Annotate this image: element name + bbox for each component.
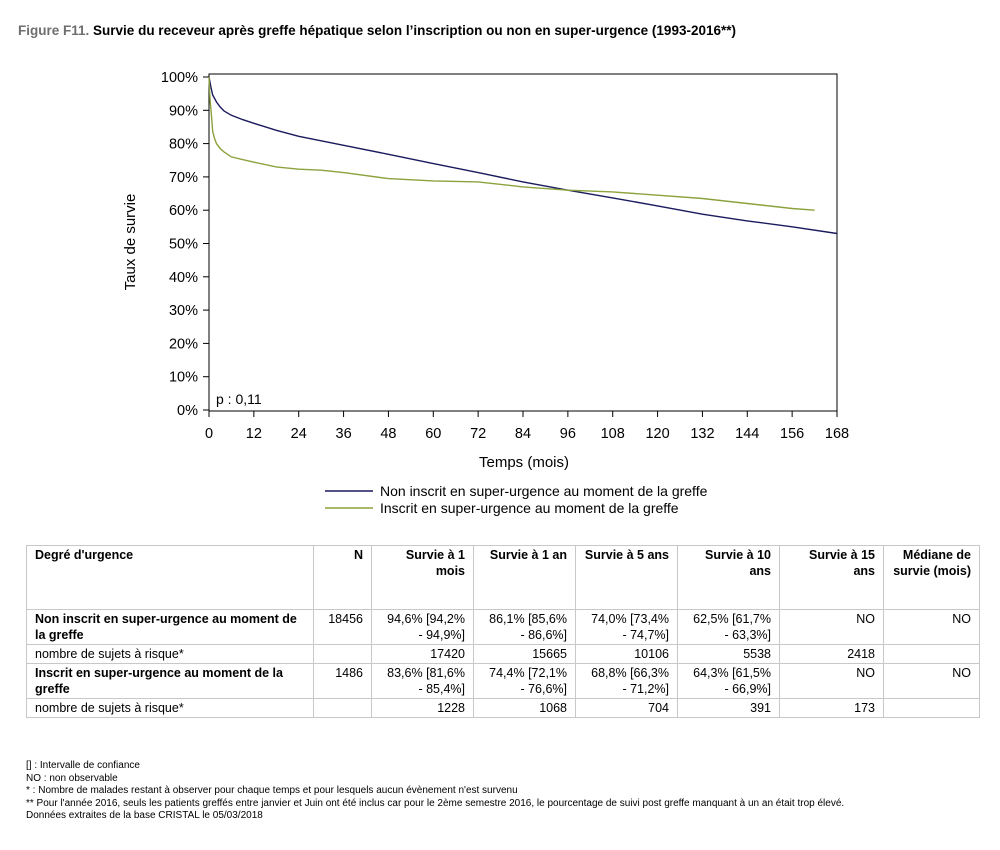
plot-frame (208, 73, 838, 412)
cell-n: 18456 (313, 609, 372, 645)
header-10-ans: Survie à 10 ans (677, 545, 780, 610)
table-header-row: Degré d'urgence N Survie à 1 mois Survie… (26, 545, 980, 610)
table-row: Non inscrit en super-urgence au moment d… (26, 609, 980, 645)
cell-n (313, 698, 372, 718)
cell-1-an: 15665 (473, 644, 576, 664)
cell-n (313, 644, 372, 664)
table-row: Inscrit en super-urgence au moment de la… (26, 663, 980, 699)
header-1-an: Survie à 1 an (473, 545, 576, 610)
y-tick-label: 60% (169, 203, 198, 219)
y-tick-label: 30% (169, 303, 198, 319)
y-tick-label: 0% (177, 403, 198, 419)
x-axis-label: Temps (mois) (479, 454, 569, 471)
x-tick-label: 132 (690, 426, 714, 442)
cell-10-ans: 5538 (677, 644, 780, 664)
cell-10-ans: 64,3% [61,5% - 66,9%] (677, 663, 780, 699)
legend-label: Inscrit en super-urgence au moment de la… (380, 500, 679, 516)
cell-mediane (883, 698, 980, 718)
cell-5-ans: 10106 (575, 644, 678, 664)
header-degre: Degré d'urgence (26, 545, 314, 610)
footnote: [] : Intervalle de confiance (26, 760, 140, 771)
cell-15-ans: NO (779, 663, 884, 699)
x-tick-label: 24 (291, 426, 307, 442)
y-tick-label: 70% (169, 170, 198, 186)
series-lines (208, 76, 838, 235)
x-tick-label: 120 (645, 426, 669, 442)
cell-n: 1486 (313, 663, 372, 699)
footnote: Données extraites de la base CRISTAL le … (26, 810, 263, 822)
x-tick-label: 144 (735, 426, 759, 442)
header-1-mois: Survie à 1 mois (371, 545, 474, 610)
figure-title-text: Survie du receveur après greffe hépatiqu… (93, 23, 736, 38)
table-row: nombre de sujets à risque* 17420 15665 1… (26, 644, 980, 664)
y-tick-label: 50% (169, 237, 198, 253)
figure-title: Figure F11. Survie du receveur après gre… (18, 23, 736, 38)
header-mediane: Médiane de survie (mois) (883, 545, 980, 610)
series-line-2 (208, 76, 815, 211)
cell-1-an: 1068 (473, 698, 576, 718)
header-n: N (313, 545, 372, 610)
cell-10-ans: 391 (677, 698, 780, 718)
cell-5-ans: 704 (575, 698, 678, 718)
x-tick-label: 156 (780, 426, 804, 442)
row-label: Non inscrit en super-urgence au moment d… (26, 609, 314, 645)
x-tick-label: 60 (425, 426, 441, 442)
cell-15-ans: NO (779, 609, 884, 645)
x-tick-label: 36 (336, 426, 352, 442)
p-value-annotation: p : 0,11 (216, 391, 262, 407)
cell-1-mois: 1228 (371, 698, 474, 718)
header-15-ans: Survie à 15 ans (779, 545, 884, 610)
series-line-1 (208, 76, 838, 235)
cell-1-an: 74,4% [72,1% - 76,6%] (473, 663, 576, 699)
figure-label: Figure F11. (18, 23, 90, 38)
cell-mediane (883, 644, 980, 664)
x-tick-label: 96 (560, 426, 576, 442)
x-axis: 0 12 24 36 48 60 72 84 96 108 120 132 144 156 168 (205, 411, 849, 442)
cell-5-ans: 68,8% [66,3% - 71,2%] (575, 663, 678, 699)
cell-15-ans: 173 (779, 698, 884, 718)
x-tick-label: 168 (825, 426, 849, 442)
row-label: Inscrit en super-urgence au moment de la… (26, 663, 314, 699)
header-5-ans: Survie à 5 ans (575, 545, 678, 610)
y-tick-label: 10% (169, 370, 198, 386)
x-tick-label: 108 (601, 426, 625, 442)
cell-1-mois: 17420 (371, 644, 474, 664)
y-tick-label: 90% (169, 103, 198, 119)
cell-1-mois: 83,6% [81,6% - 85,4%] (371, 663, 474, 699)
y-tick-label: 20% (169, 336, 198, 352)
legend: Non inscrit en super-urgence au moment d… (325, 483, 708, 516)
cell-1-an: 86,1% [85,6% - 86,6%] (473, 609, 576, 645)
footnote: NO : non observable (26, 772, 118, 784)
row-label: nombre de sujets à risque* (26, 644, 314, 664)
x-tick-label: 0 (205, 426, 213, 442)
cell-10-ans: 62,5% [61,7% - 63,3%] (677, 609, 780, 645)
cell-1-mois: 94,6% [94,2% - 94,9%] (371, 609, 474, 645)
footnote: * : Nombre de malades restant à observer… (26, 785, 518, 797)
x-tick-label: 12 (246, 426, 262, 442)
y-tick-label: 40% (169, 270, 198, 286)
survival-chart: 0% 10% 20% 30% 40% 50% 60% 70% 80% 90% 100% 0 12 24 3… (122, 70, 849, 516)
x-tick-label: 84 (515, 426, 531, 442)
cell-5-ans: 74,0% [73,4% - 74,7%] (575, 609, 678, 645)
survival-table: Degré d'urgence N Survie à 1 mois Survie… (26, 545, 980, 718)
cell-mediane: NO (883, 663, 980, 699)
y-axis-label: Taux de survie (122, 194, 139, 291)
y-tick-label: 100% (161, 70, 198, 86)
row-label: nombre de sujets à risque* (26, 698, 314, 718)
footnotes: [] : Intervalle de confiance NO : non ob… (26, 760, 844, 823)
x-tick-label: 72 (470, 426, 486, 442)
footnote: ** Pour l'année 2016, seuls les patients… (26, 797, 845, 809)
cell-mediane: NO (883, 609, 980, 645)
y-axis: 0% 10% 20% 30% 40% 50% 60% 70% 80% 90% 100% (161, 70, 209, 419)
x-tick-label: 48 (380, 426, 396, 442)
cell-15-ans: 2418 (779, 644, 884, 664)
y-tick-label: 80% (169, 137, 198, 153)
legend-label: Non inscrit en super-urgence au moment d… (380, 483, 708, 499)
table-row: nombre de sujets à risque* 1228 1068 704… (26, 698, 980, 718)
